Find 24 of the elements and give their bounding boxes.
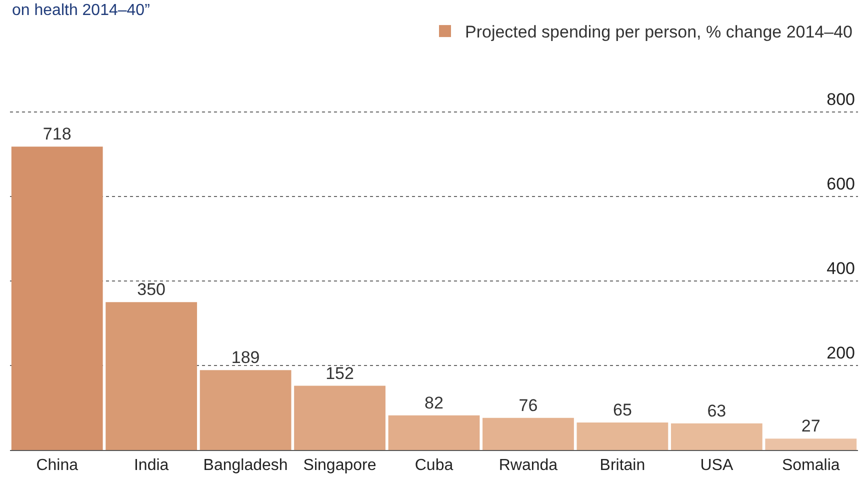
data-label: 63 bbox=[707, 401, 726, 420]
x-tick-label: USA bbox=[700, 457, 734, 474]
data-label: 82 bbox=[424, 393, 444, 412]
data-label: 189 bbox=[231, 348, 260, 368]
data-label: 76 bbox=[518, 396, 538, 415]
data-label: 350 bbox=[137, 280, 166, 300]
x-tick-label: Somalia bbox=[782, 457, 840, 474]
data-label: 718 bbox=[42, 124, 72, 144]
data-label: 152 bbox=[326, 364, 354, 383]
y-tick-label: 200 bbox=[826, 343, 855, 362]
x-tick-label: China bbox=[36, 457, 78, 474]
data-label: 65 bbox=[612, 400, 632, 420]
x-tick-label: Britain bbox=[600, 457, 646, 474]
x-tick-label: Cuba bbox=[414, 457, 454, 474]
data-label: 27 bbox=[801, 416, 820, 436]
annotation: on health 2014–40” bbox=[12, 2, 150, 19]
x-tick-label: India bbox=[134, 457, 169, 474]
legend-label: Projected spending per person, % change 2014–40 bbox=[465, 22, 853, 42]
y-tick-label: 800 bbox=[826, 90, 855, 109]
x-tick-label: Rwanda bbox=[498, 457, 558, 474]
y-tick-label: 600 bbox=[826, 174, 855, 194]
y-tick-label: 400 bbox=[826, 258, 855, 278]
x-tick-label: Bangladesh bbox=[203, 457, 288, 474]
x-tick-label: Singapore bbox=[303, 457, 376, 474]
